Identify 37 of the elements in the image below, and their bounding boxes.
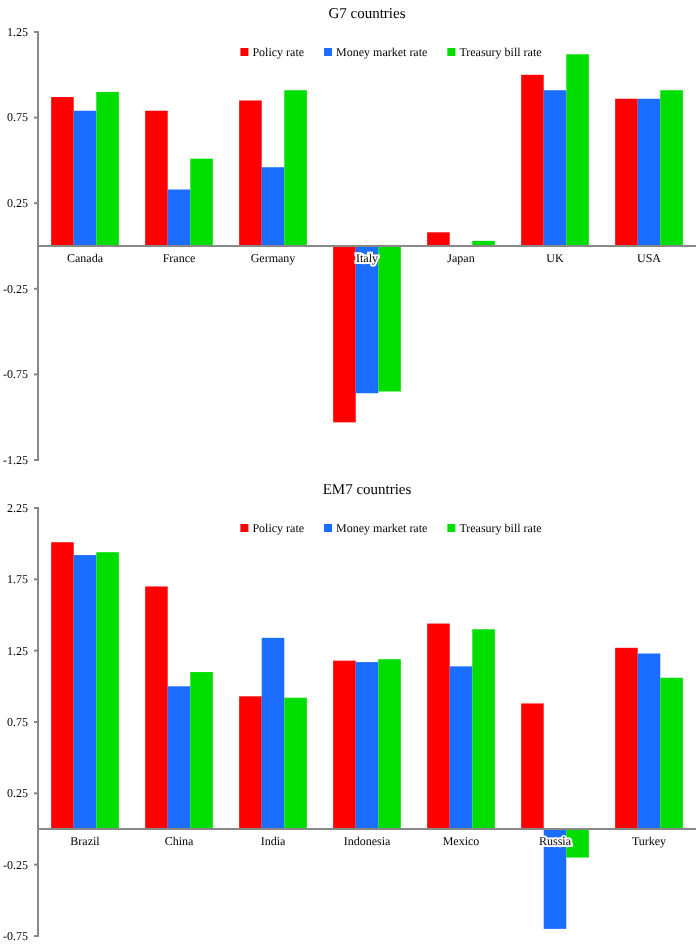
bar — [190, 672, 213, 829]
bar — [145, 586, 168, 829]
bar — [239, 696, 262, 829]
bar — [167, 686, 191, 829]
bar — [261, 167, 285, 246]
bar — [615, 98, 638, 246]
bar — [521, 703, 544, 829]
bar — [51, 542, 74, 829]
bar — [472, 629, 495, 829]
bar — [73, 555, 97, 829]
bar — [284, 90, 307, 246]
bar — [637, 98, 661, 246]
bar — [145, 110, 168, 246]
bar — [378, 659, 401, 829]
bar — [637, 653, 661, 829]
bar — [333, 660, 356, 829]
bar — [284, 697, 307, 829]
bar — [96, 552, 119, 829]
bar — [167, 189, 191, 246]
bar — [566, 54, 589, 246]
bar — [333, 246, 356, 423]
bar — [355, 662, 379, 829]
bar — [239, 100, 262, 246]
bar — [543, 90, 567, 246]
bar — [449, 666, 473, 829]
bar — [427, 623, 450, 829]
bar — [378, 246, 401, 392]
bar — [261, 637, 285, 829]
bar — [73, 110, 97, 246]
bar — [660, 90, 683, 246]
bar — [660, 677, 683, 829]
bar — [96, 91, 119, 246]
bar — [190, 158, 213, 246]
bar — [51, 97, 74, 246]
bar — [615, 647, 638, 829]
bar — [521, 74, 544, 246]
bar — [427, 232, 450, 246]
